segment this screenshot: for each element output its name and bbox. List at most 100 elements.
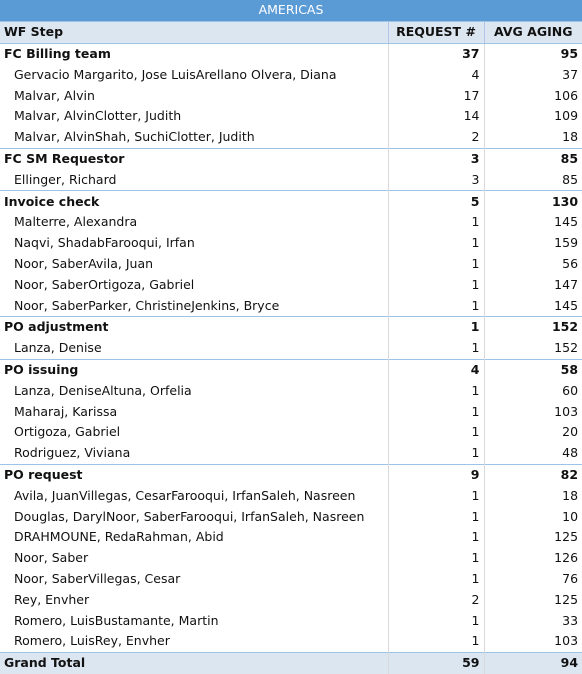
avg-aging-cell: 125	[483, 589, 582, 611]
step-cell: Noor, SaberAvila, Juan	[14, 255, 154, 271]
avg-aging-cell: 130	[483, 190, 582, 212]
request-count-cell: 1	[387, 274, 484, 296]
detail-row: Noor, SaberAvila, Juan 1 56	[0, 253, 582, 275]
avg-aging-cell: 145	[483, 295, 582, 317]
avg-aging-cell: 152	[483, 337, 582, 360]
step-cell: Noor, SaberParker, ChristineJenkins, Bry…	[14, 297, 280, 313]
step-cell: Maharaj, Karissa	[14, 403, 118, 419]
avg-aging-cell: 85	[483, 147, 582, 170]
request-count-cell: 1	[387, 401, 484, 422]
detail-row: Gervacio Margarito, Jose LuisArellano Ol…	[0, 64, 582, 86]
region-banner: AMERICAS	[0, 0, 582, 22]
request-count-cell: 17	[387, 85, 484, 106]
avg-aging-cell: 20	[483, 421, 582, 443]
group-row: FC SM Requestor 3 85	[0, 147, 582, 170]
step-cell: Naqvi, ShadabFarooqui, Irfan	[14, 235, 195, 251]
step-cell: Rey, Envher	[14, 591, 90, 607]
step-cell: FC Billing team	[0, 42, 388, 65]
detail-row: DRAHMOUNE, RedaRahman, Abid 1 125	[0, 526, 582, 548]
step-cell: Malterre, Alexandra	[14, 214, 138, 230]
detail-row: Maharaj, Karissa 1 103	[0, 401, 582, 422]
grand-total-request-count: 59	[387, 651, 484, 674]
detail-row: Noor, SaberOrtigoza, Gabriel 1 147	[0, 274, 582, 296]
detail-row: Noor, Saber 1 126	[0, 547, 582, 569]
group-row: FC Billing team 37 95	[0, 42, 582, 65]
avg-aging-cell: 33	[483, 610, 582, 631]
step-cell: PO issuing	[0, 358, 388, 381]
step-cell: Lanza, DeniseAltuna, Orfelia	[14, 382, 192, 398]
avg-aging-cell: 109	[483, 105, 582, 127]
step-cell: PO adjustment	[0, 315, 388, 338]
step-cell: Malvar, Alvin	[14, 87, 95, 103]
request-count-cell: 2	[387, 589, 484, 611]
detail-row: Rodriguez, Viviana 1 48	[0, 442, 582, 465]
avg-aging-cell: 103	[483, 630, 582, 653]
request-count-cell: 1	[387, 526, 484, 548]
request-count-cell: 1	[387, 568, 484, 590]
request-count-cell: 4	[387, 64, 484, 86]
request-count-cell: 3	[387, 147, 484, 170]
detail-row: Avila, JuanVillegas, CesarFarooqui, Irfa…	[0, 485, 582, 507]
avg-aging-cell: 48	[483, 442, 582, 465]
step-cell: Invoice check	[0, 190, 388, 212]
detail-row: Romero, LuisBustamante, Martin 1 33	[0, 610, 582, 631]
avg-aging-cell: 106	[483, 85, 582, 106]
request-count-cell: 1	[387, 295, 484, 317]
request-count-cell: 1	[387, 547, 484, 569]
step-cell: Noor, Saber	[14, 550, 89, 566]
avg-aging-cell: 152	[483, 315, 582, 338]
grand-total-row: Grand Total 59 94	[0, 651, 582, 674]
request-count-cell: 5	[387, 190, 484, 212]
header-row: WF Step REQUEST # AVG AGING	[0, 21, 582, 44]
step-cell: Douglas, DarylNoor, SaberFarooqui, Irfan…	[14, 508, 365, 524]
grand-total-avg-aging: 94	[483, 651, 582, 674]
detail-row: Malvar, AlvinClotter, Judith 14 109	[0, 105, 582, 127]
detail-row: Rey, Envher 2 125	[0, 589, 582, 611]
detail-row: Naqvi, ShadabFarooqui, Irfan 1 159	[0, 232, 582, 254]
step-cell: Noor, SaberOrtigoza, Gabriel	[14, 276, 195, 292]
avg-aging-cell: 125	[483, 526, 582, 548]
step-cell: PO request	[0, 463, 388, 486]
avg-aging-cell: 95	[483, 42, 582, 65]
detail-row: Douglas, DarylNoor, SaberFarooqui, Irfan…	[0, 506, 582, 527]
request-count-cell: 1	[387, 442, 484, 465]
request-count-cell: 1	[387, 337, 484, 360]
step-cell: Romero, LuisRey, Envher	[14, 633, 170, 649]
request-count-cell: 1	[387, 630, 484, 653]
request-count-cell: 1	[387, 211, 484, 233]
avg-aging-cell: 18	[483, 485, 582, 507]
request-count-cell: 14	[387, 105, 484, 127]
detail-row: Malvar, AlvinShah, SuchiClotter, Judith 2…	[0, 126, 582, 149]
avg-aging-cell: 147	[483, 274, 582, 296]
avg-aging-cell: 103	[483, 401, 582, 422]
detail-row: Ortigoza, Gabriel 1 20	[0, 421, 582, 443]
detail-row: Lanza, Denise 1 152	[0, 337, 582, 360]
detail-row: Malterre, Alexandra 1 145	[0, 211, 582, 233]
avg-aging-cell: 56	[483, 253, 582, 275]
step-cell: Malvar, AlvinShah, SuchiClotter, Judith	[14, 129, 255, 145]
avg-aging-cell: 85	[483, 169, 582, 191]
avg-aging-cell: 18	[483, 126, 582, 149]
request-count-cell: 1	[387, 253, 484, 275]
step-cell: Rodriguez, Viviana	[14, 445, 131, 461]
group-row: PO issuing 4 58	[0, 358, 582, 381]
detail-row: Lanza, DeniseAltuna, Orfelia 1 60	[0, 380, 582, 402]
request-count-cell: 1	[387, 506, 484, 527]
detail-row: Noor, SaberParker, ChristineJenkins, Bry…	[0, 295, 582, 317]
avg-aging-cell: 58	[483, 358, 582, 381]
request-count-cell: 1	[387, 232, 484, 254]
detail-row: Noor, SaberVillegas, Cesar 1 76	[0, 568, 582, 590]
request-count-cell: 1	[387, 380, 484, 402]
request-count-cell: 1	[387, 315, 484, 338]
request-count-cell: 9	[387, 463, 484, 486]
request-count-cell: 1	[387, 610, 484, 631]
group-row: PO request 9 82	[0, 463, 582, 486]
detail-row: Ellinger, Richard 3 85	[0, 169, 582, 191]
step-cell: Lanza, Denise	[14, 340, 102, 356]
header-wf-step: WF Step	[0, 21, 388, 44]
request-count-cell: 1	[387, 421, 484, 443]
group-row: PO adjustment 1 152	[0, 315, 582, 338]
step-cell: DRAHMOUNE, RedaRahman, Abid	[14, 529, 224, 545]
avg-aging-cell: 82	[483, 463, 582, 486]
